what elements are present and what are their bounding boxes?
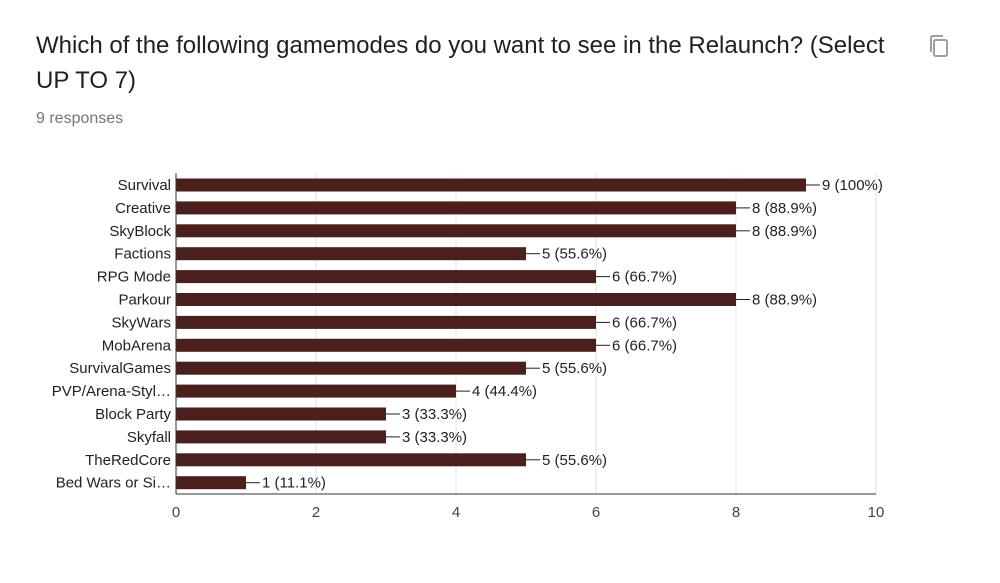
- data-label: 5 (55.6%): [542, 360, 607, 377]
- category-label: Skyfall: [127, 429, 171, 446]
- x-tick-label: 10: [868, 504, 885, 521]
- data-label: 4 (44.4%): [472, 383, 537, 400]
- x-tick-label: 0: [172, 504, 180, 521]
- bar: [176, 293, 736, 306]
- bar: [176, 315, 596, 329]
- response-count: 9 responses: [36, 110, 124, 127]
- category-label: Factions: [114, 246, 171, 263]
- bar: [176, 201, 736, 215]
- bar: [176, 476, 246, 490]
- category-label: Parkour: [118, 292, 171, 309]
- data-label: 5 (55.6%): [542, 246, 607, 263]
- copy-chart-button[interactable]: [924, 30, 956, 62]
- bar: [176, 430, 386, 444]
- data-label: 3 (33.3%): [402, 429, 467, 446]
- data-label: 6 (66.7%): [612, 269, 677, 286]
- bar: [176, 224, 736, 238]
- data-label: 9 (100%): [822, 177, 883, 194]
- bar: [176, 361, 526, 375]
- data-label: 3 (33.3%): [402, 406, 467, 423]
- category-label: RPG Mode: [97, 269, 171, 286]
- category-label: TheRedCore: [85, 452, 171, 469]
- data-label: 1 (11.1%): [262, 475, 326, 492]
- category-label: MobArena: [102, 337, 172, 354]
- bar: [176, 247, 526, 261]
- copy-icon: [930, 35, 948, 57]
- category-label: SkyWars: [112, 314, 171, 331]
- category-label: PVP/Arena-Styl…: [52, 383, 171, 400]
- bar: [176, 453, 526, 467]
- category-label: SurvivalGames: [69, 360, 171, 377]
- x-tick-label: 4: [452, 504, 460, 521]
- x-tick-label: 6: [592, 504, 600, 521]
- bar: [176, 338, 596, 352]
- x-tick-label: 2: [312, 504, 320, 521]
- data-label: 5 (55.6%): [542, 452, 607, 469]
- category-label: Creative: [115, 200, 171, 217]
- category-label: Survival: [118, 177, 171, 194]
- bar: [176, 407, 386, 421]
- bar: [176, 384, 456, 398]
- bar: [176, 178, 806, 192]
- data-label: 6 (66.7%): [612, 314, 677, 331]
- bar: [176, 270, 596, 284]
- category-label: Block Party: [95, 406, 171, 423]
- data-label: 6 (66.7%): [612, 337, 677, 354]
- data-label: 8 (88.9%): [752, 223, 817, 240]
- data-label: 8 (88.9%): [752, 200, 817, 217]
- data-label: 8 (88.9%): [752, 292, 817, 309]
- category-label: Bed Wars or Si…: [56, 475, 171, 492]
- question-title: Which of the following gamemodes do you …: [36, 32, 885, 94]
- category-label: SkyBlock: [109, 223, 171, 240]
- x-tick-label: 8: [732, 504, 740, 521]
